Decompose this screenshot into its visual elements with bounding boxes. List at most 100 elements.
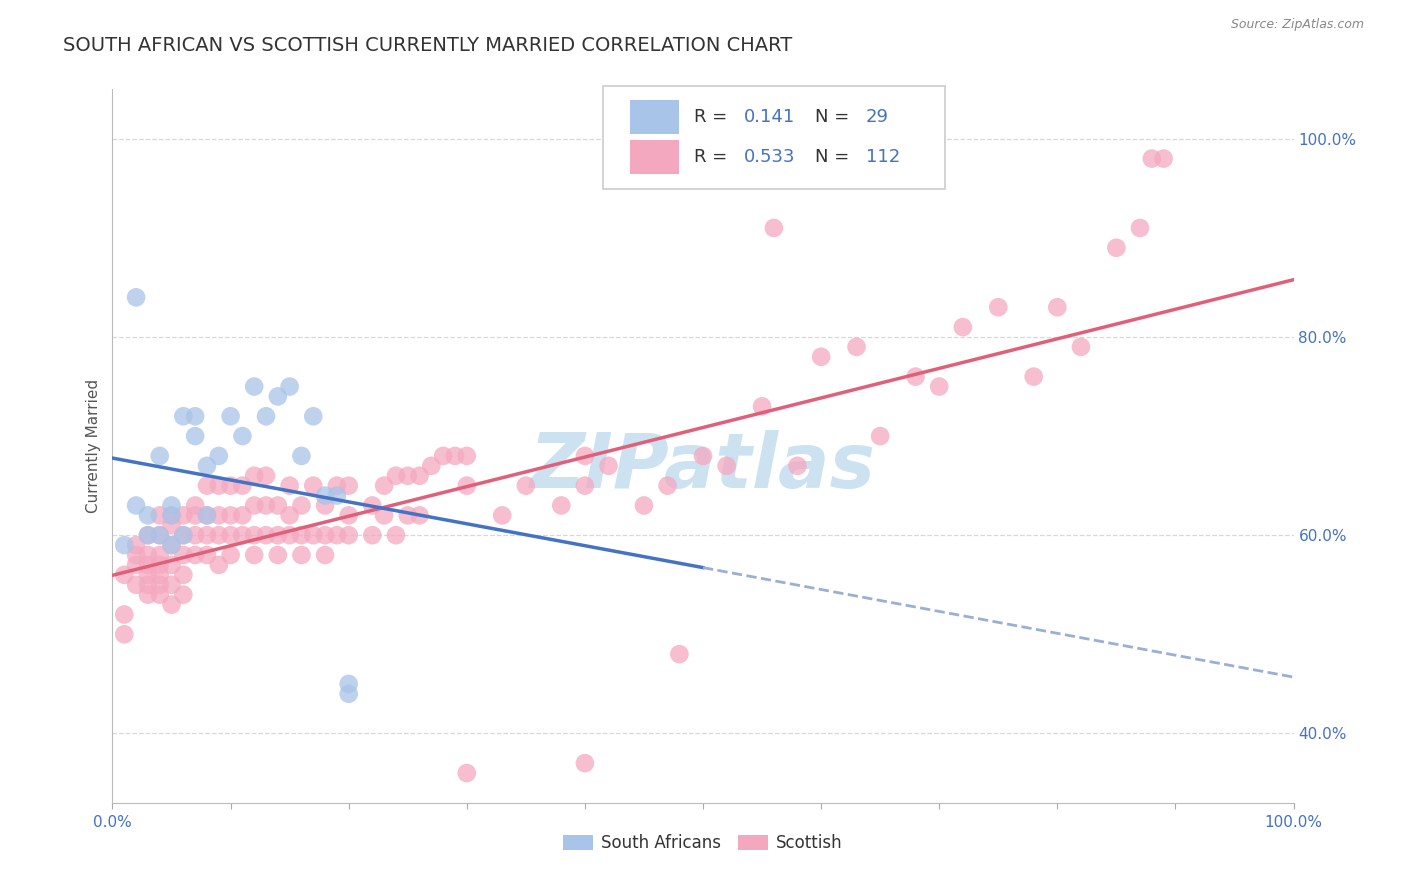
Point bbox=[219, 478, 242, 492]
Point bbox=[290, 449, 312, 463]
Point bbox=[1105, 241, 1128, 255]
Point bbox=[290, 548, 312, 562]
Point bbox=[432, 449, 454, 463]
Point bbox=[302, 409, 325, 424]
Point bbox=[125, 548, 148, 562]
Point bbox=[444, 449, 467, 463]
Point bbox=[208, 528, 231, 542]
Point bbox=[125, 538, 148, 552]
Point bbox=[337, 687, 360, 701]
Point bbox=[254, 499, 277, 513]
Point bbox=[278, 478, 301, 492]
Point bbox=[373, 508, 395, 523]
Point bbox=[254, 528, 277, 542]
Point bbox=[456, 766, 478, 780]
Point bbox=[208, 558, 231, 572]
Point bbox=[361, 528, 384, 542]
Point bbox=[208, 508, 231, 523]
Point bbox=[136, 588, 159, 602]
Point bbox=[149, 548, 172, 562]
Point bbox=[160, 558, 183, 572]
Point bbox=[149, 449, 172, 463]
Point bbox=[1022, 369, 1045, 384]
Point bbox=[184, 429, 207, 443]
Text: Source: ZipAtlas.com: Source: ZipAtlas.com bbox=[1230, 18, 1364, 31]
Point bbox=[219, 528, 242, 542]
Point bbox=[219, 508, 242, 523]
Point bbox=[125, 578, 148, 592]
Point bbox=[278, 379, 301, 393]
Point bbox=[1129, 221, 1152, 235]
Point bbox=[172, 588, 194, 602]
Point bbox=[385, 468, 408, 483]
Point bbox=[184, 508, 207, 523]
Point bbox=[396, 508, 419, 523]
Point bbox=[1140, 152, 1163, 166]
Point bbox=[396, 468, 419, 483]
Point bbox=[326, 478, 349, 492]
Point bbox=[928, 379, 950, 393]
Point bbox=[208, 449, 231, 463]
Point bbox=[574, 478, 596, 492]
Point bbox=[231, 528, 253, 542]
Point bbox=[456, 449, 478, 463]
Point bbox=[751, 400, 773, 414]
Point bbox=[160, 538, 183, 552]
Point bbox=[762, 221, 785, 235]
Point bbox=[302, 528, 325, 542]
Point bbox=[136, 558, 159, 572]
Point bbox=[172, 528, 194, 542]
Text: 0.141: 0.141 bbox=[744, 108, 796, 126]
Point bbox=[149, 588, 172, 602]
Point bbox=[408, 468, 430, 483]
Point bbox=[112, 607, 135, 622]
Point bbox=[952, 320, 974, 334]
Point bbox=[869, 429, 891, 443]
Point bbox=[692, 835, 714, 849]
Point bbox=[195, 508, 218, 523]
Point bbox=[1046, 300, 1069, 314]
Point bbox=[810, 350, 832, 364]
Point bbox=[243, 548, 266, 562]
Point bbox=[598, 458, 620, 473]
Point bbox=[160, 508, 183, 523]
Point bbox=[184, 409, 207, 424]
Point bbox=[243, 499, 266, 513]
Text: N =: N = bbox=[815, 108, 855, 126]
Point bbox=[125, 290, 148, 304]
FancyBboxPatch shape bbox=[603, 86, 945, 189]
Point bbox=[149, 528, 172, 542]
Point bbox=[337, 528, 360, 542]
Point bbox=[172, 528, 194, 542]
Point bbox=[149, 567, 172, 582]
Point bbox=[326, 528, 349, 542]
Point bbox=[136, 528, 159, 542]
Point bbox=[160, 578, 183, 592]
Point bbox=[184, 548, 207, 562]
Point bbox=[136, 567, 159, 582]
Point bbox=[254, 409, 277, 424]
Point bbox=[574, 449, 596, 463]
Point bbox=[668, 647, 690, 661]
Point bbox=[172, 548, 194, 562]
Point bbox=[208, 478, 231, 492]
Text: N =: N = bbox=[815, 148, 855, 166]
Point bbox=[515, 478, 537, 492]
Point bbox=[231, 429, 253, 443]
Point bbox=[231, 508, 253, 523]
Point bbox=[314, 489, 336, 503]
Point bbox=[290, 528, 312, 542]
Point bbox=[195, 478, 218, 492]
Point bbox=[987, 300, 1010, 314]
Point bbox=[550, 499, 572, 513]
Point bbox=[172, 508, 194, 523]
Point bbox=[195, 528, 218, 542]
Point bbox=[267, 548, 290, 562]
Point bbox=[254, 468, 277, 483]
Point bbox=[278, 508, 301, 523]
Point bbox=[125, 558, 148, 572]
Point bbox=[290, 499, 312, 513]
Text: ZIPatlas: ZIPatlas bbox=[530, 431, 876, 504]
Point bbox=[184, 499, 207, 513]
Point bbox=[692, 449, 714, 463]
